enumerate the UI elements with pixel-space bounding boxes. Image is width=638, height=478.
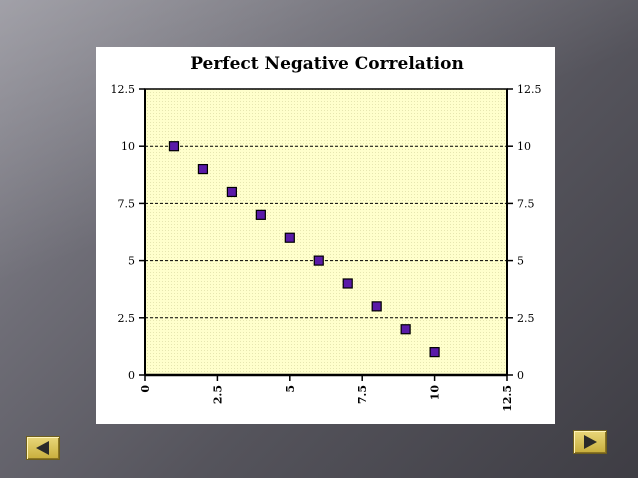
chart-title: Perfect Negative Correlation — [190, 54, 464, 74]
x-tick-label-3: 7.5 — [356, 385, 369, 404]
data-point-7 — [371, 301, 382, 312]
chart-card: Perfect Negative Correlation 0 0 2.5 2.5 5 5 7… — [96, 47, 555, 424]
data-point-0 — [168, 141, 180, 152]
x-tick-label-4: 10 — [429, 385, 442, 401]
y-tick-label-right-5: 12.5 — [517, 83, 542, 96]
x-tick-label-2: 5 — [284, 385, 297, 393]
left-arrow-icon — [36, 441, 49, 455]
y-tick-label-right-4: 10 — [517, 140, 531, 153]
data-point-1 — [197, 163, 209, 175]
right-arrow-icon — [584, 435, 597, 449]
grid-lines — [145, 145, 507, 319]
y-tick-label-left-5: 12.5 — [111, 83, 136, 96]
data-point-2 — [226, 186, 237, 198]
x-tick-label-1: 2.5 — [211, 385, 224, 404]
data-points — [168, 141, 440, 358]
data-point-9 — [429, 347, 440, 358]
y-tick-label-right-3: 7.5 — [517, 197, 535, 210]
x-tick-label-0: 0 — [139, 385, 152, 393]
axes — [139, 88, 513, 381]
data-point-4 — [284, 232, 295, 243]
data-point-8 — [400, 324, 411, 335]
scatter-chart: Perfect Negative Correlation 0 02.5 2.55 57… — [111, 54, 542, 412]
y-tick-label-right-2: 5 — [517, 255, 524, 268]
y-tick-label-left-1: 2.5 — [118, 312, 136, 325]
x-tick-label-5: 12.5 — [501, 385, 514, 412]
plot-area — [145, 89, 507, 375]
y-tick-label-right-1: 2.5 — [517, 312, 535, 325]
y-tick-label-left-2: 5 — [128, 255, 135, 268]
previous-slide-button[interactable] — [26, 436, 60, 460]
y-tick-label-left-4: 10 — [121, 140, 135, 153]
y-tick-label-left-3: 7.5 — [118, 197, 136, 210]
y-tick-label-left-0: 0 — [128, 369, 135, 382]
next-slide-button[interactable] — [573, 430, 607, 454]
y-tick-label-right-0: 0 — [517, 369, 524, 382]
data-point-5 — [313, 255, 324, 266]
data-point-6 — [342, 278, 353, 289]
data-point-3 — [255, 209, 266, 220]
